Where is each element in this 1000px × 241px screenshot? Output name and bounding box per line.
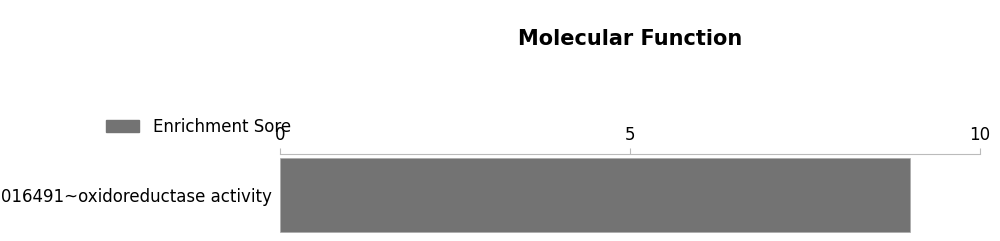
Legend: Enrichment Sore: Enrichment Sore — [99, 111, 297, 142]
Text: Molecular Function: Molecular Function — [518, 29, 742, 49]
